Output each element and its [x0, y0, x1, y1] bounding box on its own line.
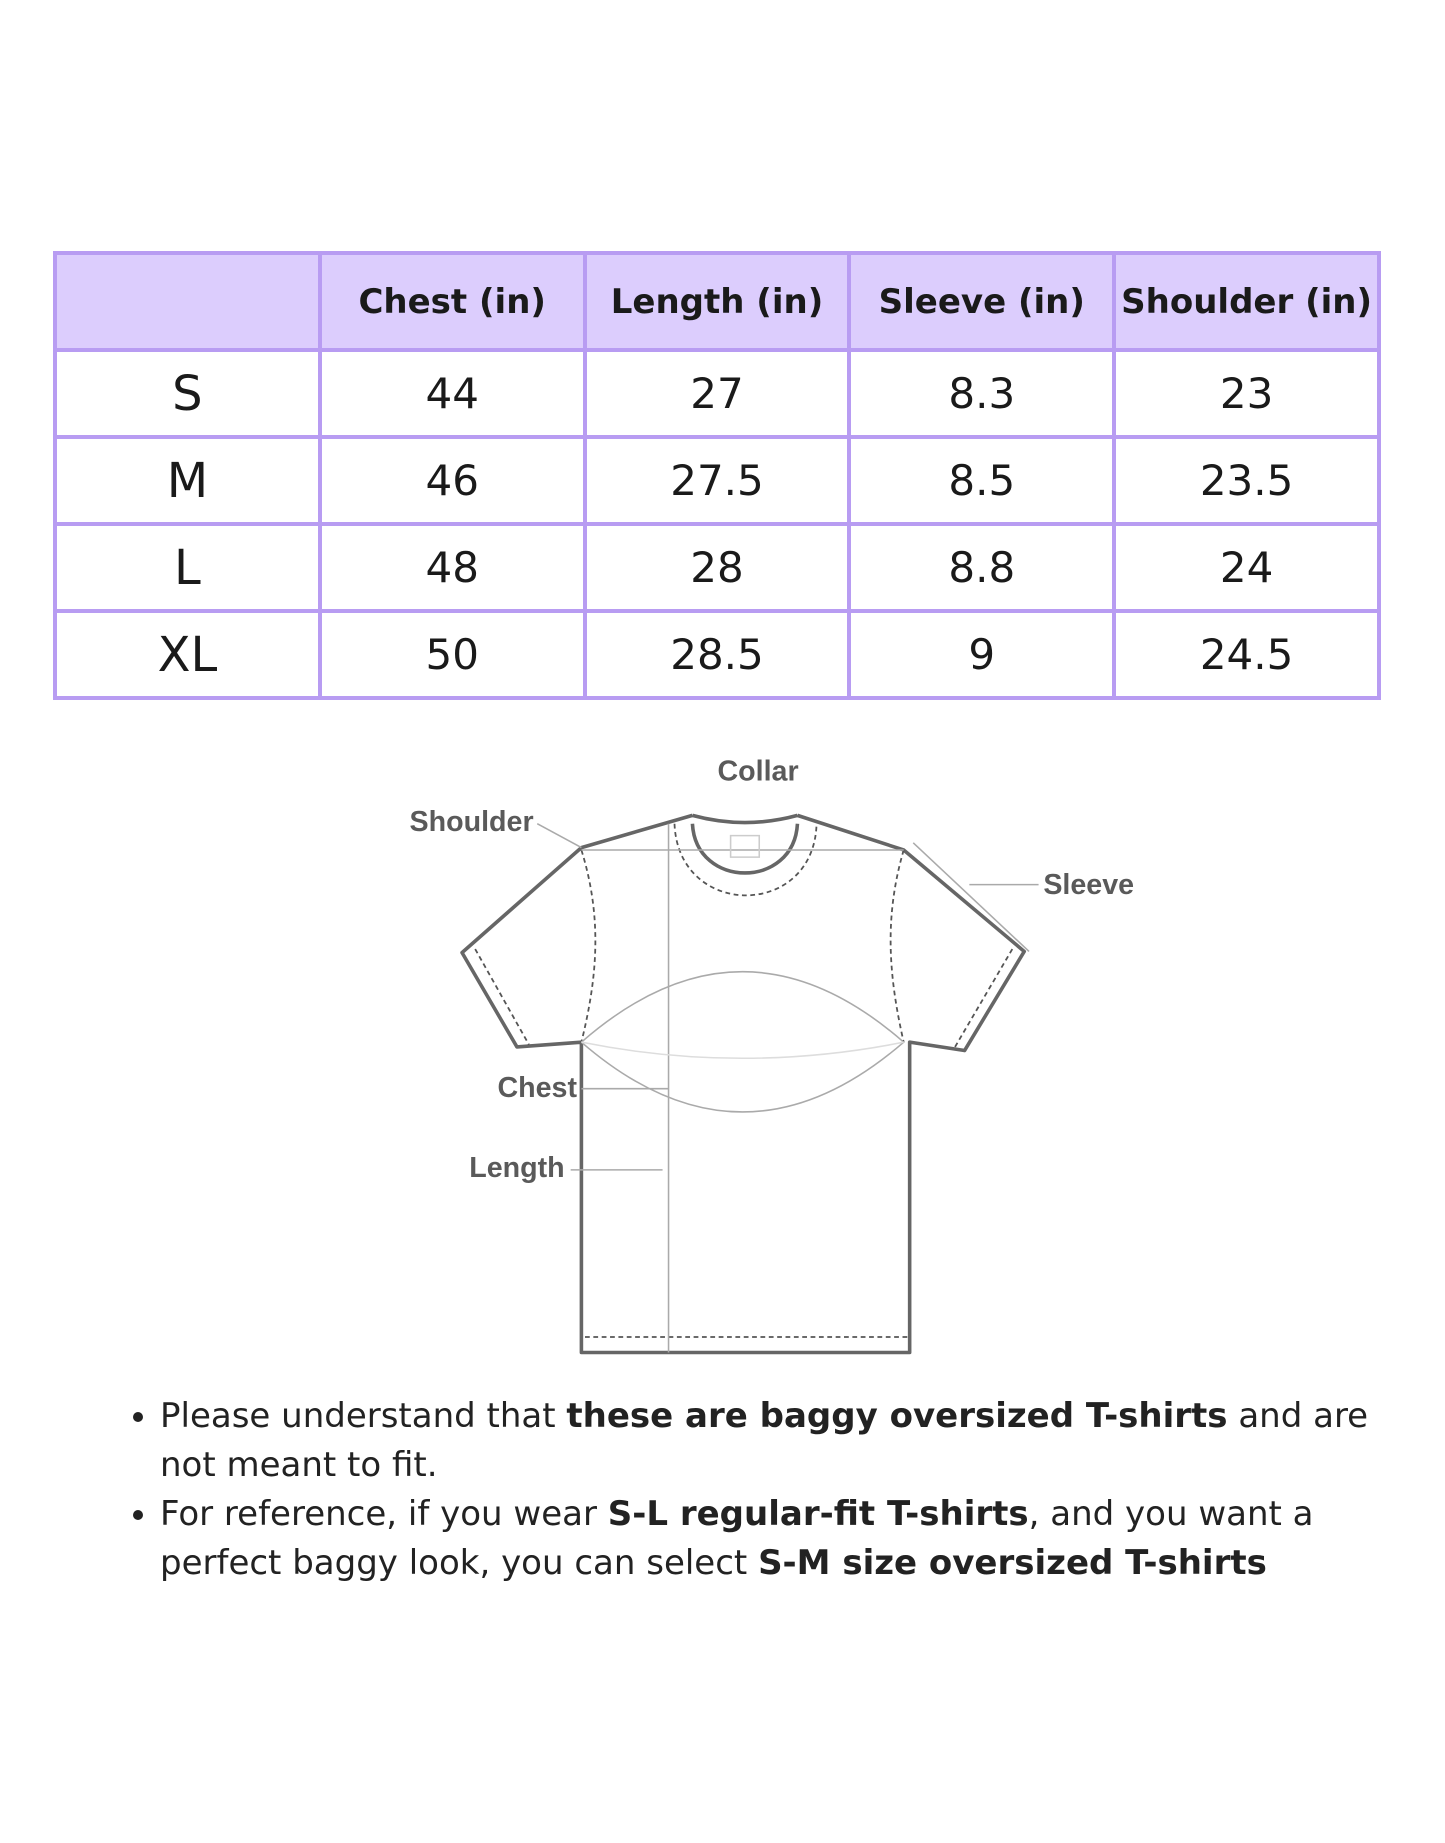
shoulder-value: 23.5: [1112, 435, 1381, 526]
stitching: [474, 823, 1014, 1338]
size-label: M: [53, 435, 322, 526]
header-chest: Chest (in): [317, 251, 587, 352]
note-emphasis: S-M size oversized T-shirts: [758, 1543, 1267, 1583]
shoulder-value: 23: [1112, 348, 1381, 439]
note-item: Please understand that these are baggy o…: [160, 1392, 1410, 1490]
note-text: Please understand that: [160, 1396, 567, 1436]
table-row: M 46 27.5 8.5 23.5: [53, 435, 1381, 526]
table-row: L 48 28 8.8 24: [53, 522, 1381, 613]
header-sleeve: Sleeve (in): [847, 251, 1117, 352]
chest-label: Chest: [497, 1072, 577, 1104]
note-text: , and you want a perfect baggy look, you…: [160, 1494, 1314, 1583]
length-value: 27: [582, 348, 852, 439]
sleeve-label: Sleeve: [1043, 869, 1134, 901]
header-row: Chest (in) Length (in) Sleeve (in) Shoul…: [53, 251, 1381, 352]
size-label: S: [53, 348, 322, 439]
shoulder-value: 24.5: [1112, 609, 1381, 700]
header-empty: [53, 251, 322, 352]
shoulder-value: 24: [1112, 522, 1381, 613]
note-text: For reference, if you wear: [160, 1494, 608, 1534]
size-label: L: [53, 522, 322, 613]
size-chart-table: Chest (in) Length (in) Sleeve (in) Shoul…: [53, 251, 1381, 700]
tshirt-measurement-diagram: Collar Shoulder Sleeve Chest Length: [410, 756, 1134, 1355]
header-shoulder: Shoulder (in): [1112, 251, 1381, 352]
length-value: 28.5: [582, 609, 852, 700]
chest-value: 50: [317, 609, 587, 700]
chest-value: 46: [317, 435, 587, 526]
note-emphasis: these are baggy oversized T-shirts: [566, 1396, 1228, 1436]
fit-notes-list: Please understand that these are baggy o…: [120, 1392, 1410, 1588]
length-value: 27.5: [582, 435, 852, 526]
sleeve-value: 8.5: [847, 435, 1117, 526]
table-row: S 44 27 8.3 23: [53, 348, 1381, 439]
table-row: XL 50 28.5 9 24.5: [53, 609, 1381, 700]
collar-label: Collar: [718, 756, 799, 788]
sleeve-value: 8.8: [847, 522, 1117, 613]
note-item: For reference, if you wear S-L regular-f…: [160, 1490, 1410, 1588]
measurement-lines: [536, 823, 1039, 1353]
sleeve-value: 9: [847, 609, 1117, 700]
header-length: Length (in): [582, 251, 852, 352]
sleeve-value: 8.3: [847, 348, 1117, 439]
tshirt-outline: [460, 813, 1027, 1355]
note-text: and are not meant to fit.: [160, 1396, 1369, 1485]
length-value: 28: [582, 522, 852, 613]
length-label: Length: [469, 1152, 564, 1184]
chest-value: 48: [317, 522, 587, 613]
note-emphasis: S-L regular-fit T-shirts: [607, 1494, 1029, 1534]
chest-value: 44: [317, 348, 587, 439]
shoulder-label: Shoulder: [410, 806, 534, 838]
size-label: XL: [53, 609, 322, 700]
